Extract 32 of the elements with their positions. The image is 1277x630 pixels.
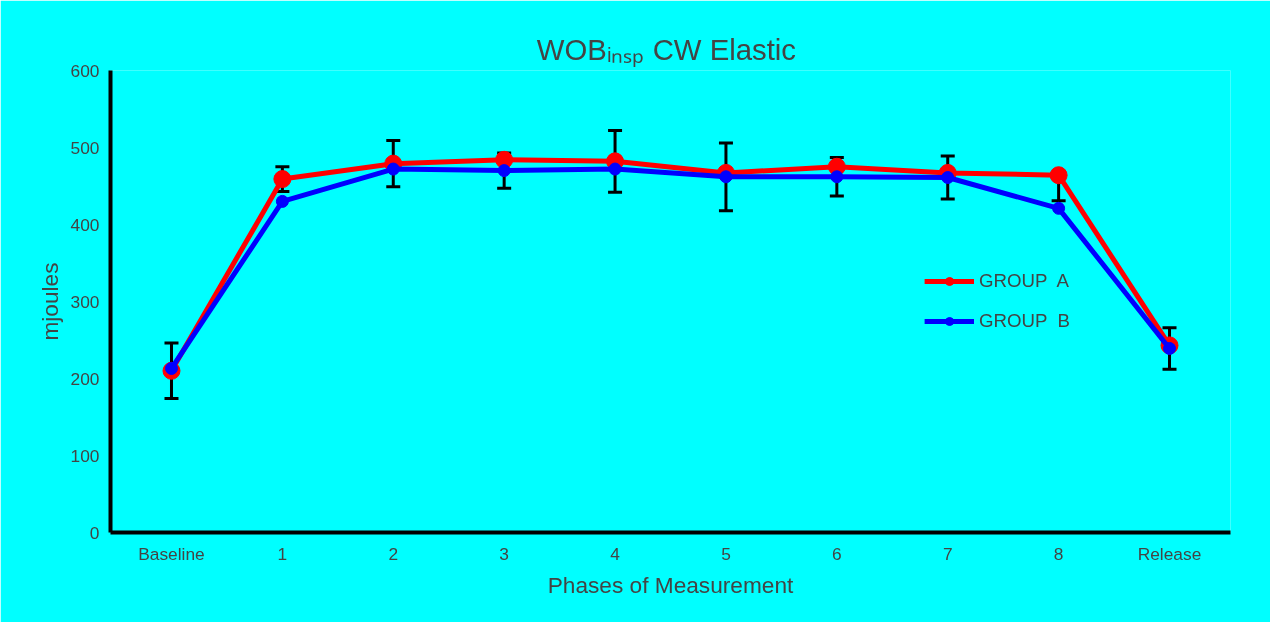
x-tick-label: 4 bbox=[610, 543, 621, 564]
y-tick-label: 200 bbox=[70, 368, 100, 389]
point bbox=[830, 170, 844, 184]
x-tick-label: 8 bbox=[1053, 543, 1064, 564]
legend-label: GROUP B bbox=[979, 310, 1070, 332]
y-tick-label: 300 bbox=[70, 291, 100, 312]
y-tick-label: 600 bbox=[70, 60, 100, 81]
y-tick-label: 400 bbox=[70, 214, 100, 235]
x-tick-label: 7 bbox=[942, 543, 953, 564]
chart-title: WOBᵢₙₛₚ CW Elastic bbox=[536, 32, 797, 68]
legend-label: GROUP A bbox=[979, 270, 1069, 292]
x-tick-label: 3 bbox=[499, 543, 509, 564]
x-tick-label: Release bbox=[1137, 543, 1202, 564]
point bbox=[719, 170, 733, 184]
point bbox=[386, 162, 400, 176]
point bbox=[1049, 166, 1068, 185]
x-tick-label: 1 bbox=[277, 543, 288, 564]
point bbox=[497, 164, 511, 178]
point bbox=[608, 162, 622, 176]
x-tick-label: 6 bbox=[832, 543, 842, 564]
y-tick-label: 500 bbox=[70, 137, 100, 158]
y-axis-title: mjoules bbox=[36, 262, 63, 341]
x-tick-label: 2 bbox=[388, 543, 399, 564]
point bbox=[1052, 201, 1066, 215]
y-tick-label: 100 bbox=[70, 445, 100, 466]
x-tick-label: 5 bbox=[721, 543, 731, 564]
x-axis-title: Phases of Measurement bbox=[547, 571, 794, 598]
y-tick-label: 0 bbox=[89, 522, 100, 543]
point bbox=[273, 170, 292, 189]
point bbox=[275, 194, 289, 208]
point bbox=[941, 171, 955, 185]
x-tick-label: Baseline bbox=[138, 543, 205, 564]
